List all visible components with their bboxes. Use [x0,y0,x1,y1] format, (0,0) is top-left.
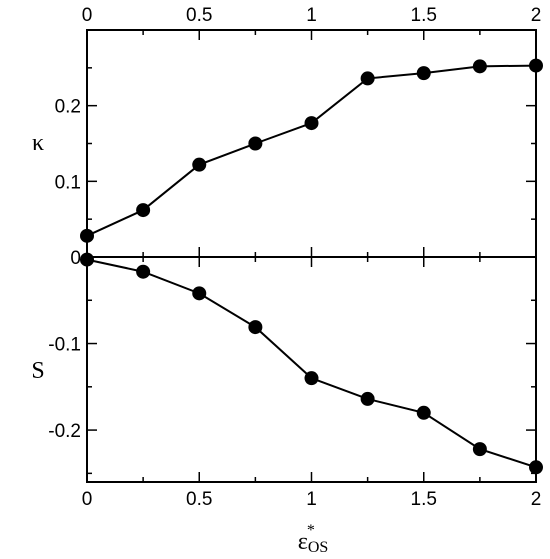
data-point-kappa [472,59,487,74]
x-axis-label-symbol: ε [298,529,308,555]
kappa-panel: 0 0.5 1 1.5 2 0.1 0.2 [55,5,543,258]
x-axis-label-superscript: * [307,522,315,539]
series-line-kappa [86,64,537,237]
x-tick-label-top: 0 [82,5,93,26]
y-tick-label: 0 [70,248,81,269]
data-point-kappa [416,66,431,81]
x-tick-label-bottom: 2 [531,489,542,510]
data-point-s [416,405,431,420]
y-tick-label: 0.1 [55,172,81,193]
data-point-kappa [80,228,94,243]
y-tick-label: 0.2 [55,97,81,118]
data-point-kappa [360,71,375,86]
plot-frame-s [86,256,537,483]
x-tick-label-bottom: 0 [82,489,93,510]
x-tick-label-top: 1.5 [411,5,437,26]
data-point-kappa [248,136,263,151]
data-point-kappa [192,157,207,172]
x-tick-label-bottom: 0.5 [186,489,212,510]
x-tick-label-top: 0.5 [186,5,212,26]
series-line-s [86,258,537,469]
x-tick-label-top: 2 [531,5,542,26]
y-axis-label-s: S [31,358,44,384]
data-point-s [529,460,543,475]
data-point-s [80,252,94,267]
data-point-s [472,442,487,457]
y-tick-label: -0.1 [48,335,81,356]
data-point-s [248,320,263,335]
x-axis-label-subscript: OS [308,539,328,556]
x-tick-label-bottom: 1.5 [411,489,437,510]
data-point-s [360,391,375,406]
data-point-s [304,371,319,386]
y-tick-label: -0.2 [48,421,81,442]
y-axis-label-kappa: κ [32,130,44,156]
data-point-kappa [304,116,319,131]
x-axis-label: ε* OS [298,522,329,556]
x-tick-label-bottom: 1 [306,489,317,510]
plot-frame-kappa [86,29,537,258]
data-point-kappa [136,203,151,218]
data-point-s [136,264,151,279]
s-panel: 0 0.5 1 1.5 2 0 -0.1 -0.2 [48,248,543,510]
x-tick-label-top: 1 [306,5,317,26]
data-point-kappa [529,58,543,73]
data-point-s [192,286,207,301]
